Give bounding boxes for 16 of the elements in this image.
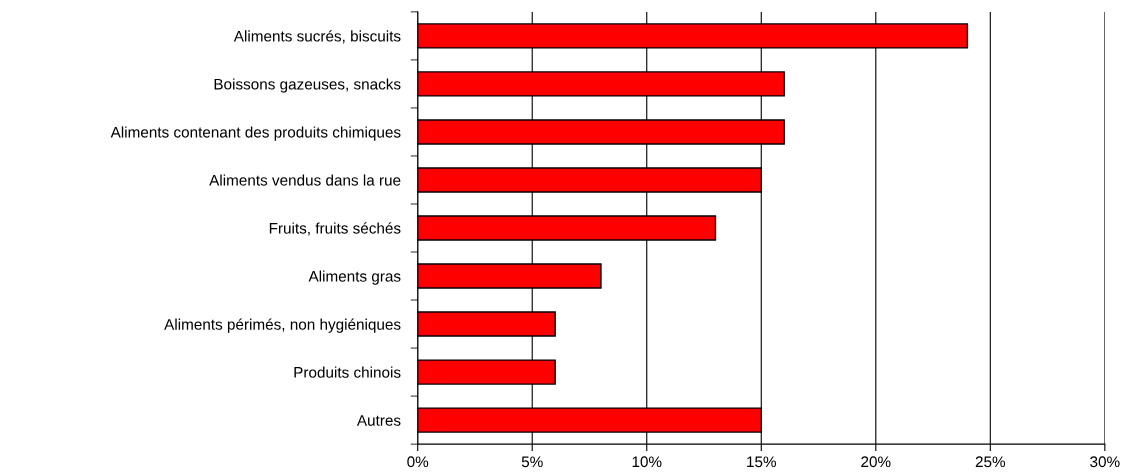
y-tick-label: Aliments gras: [308, 270, 401, 285]
x-tick-label: 10%: [632, 456, 662, 468]
y-tick-label: Autres: [356, 415, 401, 426]
y-tick-label: Aliments sucrés, biscuits: [233, 30, 401, 44]
y-tick-label: Aliments vendus dans la rue: [209, 174, 401, 186]
y-tick-label: Fruits, fruits séchés: [269, 222, 401, 236]
x-tick-label: 25%: [975, 456, 1006, 468]
x-tick-label: 0%: [407, 456, 429, 468]
x-tick-label: 30%: [1090, 456, 1120, 468]
y-tick-label: Produits chinois: [294, 366, 401, 378]
x-tick-label: 20%: [861, 456, 891, 468]
y-tick-label: Aliments contenant des produits chimiques: [110, 126, 401, 141]
x-tick-label: 15%: [747, 456, 777, 468]
x-tick-label: 5%: [521, 456, 543, 468]
y-tick-label: Aliments périmés, non hygiéniques: [164, 318, 401, 333]
y-tick-label: Boissons gazeuses, snacks: [214, 78, 401, 93]
